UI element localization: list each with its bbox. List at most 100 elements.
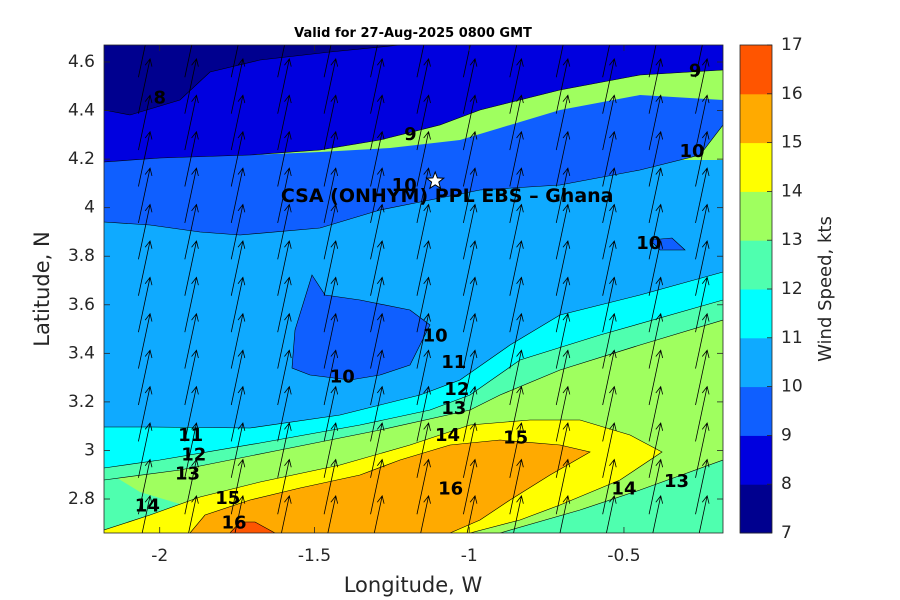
- wind-arrow: [602, 349, 617, 406]
- contour-label: 16: [221, 512, 246, 533]
- wind-arrow: [230, 94, 246, 151]
- wind-arrows: [138, 45, 710, 533]
- wind-arrow: [462, 130, 478, 187]
- y-tick-label: 4.6: [68, 52, 95, 72]
- wind-arrow: [230, 385, 246, 442]
- x-axis: -2 -1.5 -1 -0.5: [151, 45, 641, 566]
- wind-arrow: [420, 495, 431, 533]
- wind-arrow: [509, 203, 524, 260]
- wind-arrow: [370, 203, 385, 260]
- wind-arrow: [370, 240, 385, 296]
- y-tick-label: 3.6: [68, 295, 95, 315]
- colorbar-tick-label: 13: [781, 230, 803, 250]
- plot-frame: [103, 44, 724, 534]
- wind-arrow: [230, 240, 246, 296]
- wind-arrow: [138, 276, 153, 333]
- wind-arrow: [509, 312, 524, 369]
- y-axis-label: Latitude, N: [30, 231, 54, 347]
- colorbar-tick-label: 11: [781, 328, 803, 348]
- wind-arrow: [695, 94, 710, 151]
- region-7-8: [104, 45, 400, 115]
- wind-arrow: [277, 45, 285, 78]
- wind-arrow: [602, 45, 610, 78]
- contour-label: 10: [392, 175, 417, 196]
- wind-arrow: [648, 57, 664, 114]
- wind-arrow: [513, 495, 524, 533]
- contour-label: 13: [441, 398, 466, 419]
- x-axis-label: Longitude, W: [344, 573, 483, 597]
- wind-arrow: [695, 167, 710, 223]
- contour-label: 8: [153, 87, 166, 108]
- contour-line: [291, 274, 431, 381]
- wind-arrow: [555, 167, 571, 223]
- wind-arrow: [602, 167, 617, 223]
- wind-arrow: [370, 349, 385, 406]
- wind-arrow: [277, 458, 292, 515]
- wind-arrow: [509, 45, 518, 78]
- contour-label: 11: [178, 425, 203, 446]
- wind-arrow: [230, 276, 246, 333]
- wind-arrow: [416, 276, 431, 333]
- wind-arrow: [277, 203, 292, 260]
- contour-line: [104, 45, 401, 116]
- wind-arrow: [462, 458, 478, 515]
- wind-arrow: [462, 94, 478, 151]
- wind-arrow: [509, 276, 524, 333]
- wind-arrow: [327, 495, 339, 533]
- wind-arrow: [462, 422, 478, 478]
- wind-arrow: [184, 167, 199, 223]
- wind-arrow: [370, 422, 385, 478]
- wind-arrow: [698, 495, 710, 533]
- wind-arrow: [602, 57, 617, 114]
- region-8-9: [104, 45, 723, 162]
- colorbar-band: [740, 337, 772, 388]
- wind-arrow: [509, 94, 524, 151]
- wind-arrow: [184, 276, 199, 333]
- region-12-13: [104, 460, 723, 533]
- wind-arrow: [323, 57, 339, 114]
- colorbar-band: [740, 191, 772, 241]
- wind-arrow: [323, 276, 339, 333]
- contour-line: [189, 439, 591, 533]
- contour-line: [499, 459, 723, 533]
- contour-label: 16: [438, 478, 463, 499]
- wind-arrow: [184, 458, 199, 515]
- y-tick-label: 4.4: [68, 101, 95, 121]
- wind-arrow: [138, 130, 153, 187]
- wind-arrow: [323, 312, 339, 369]
- wind-arrow: [184, 45, 193, 78]
- x-tick-label: -2: [151, 546, 168, 566]
- colorbar-tick-label: 14: [781, 181, 803, 201]
- wind-arrow: [277, 349, 292, 406]
- station-marker: CSA (ONHYM) PPL EBS – Ghana: [281, 170, 613, 207]
- contour-label: 12: [181, 444, 206, 465]
- x-tick-label: -1.5: [298, 546, 331, 566]
- wind-arrow: [184, 385, 199, 442]
- wind-arrow: [509, 458, 524, 515]
- region-11-12: [104, 272, 723, 468]
- wind-arrow: [602, 312, 617, 369]
- wind-arrow: [138, 312, 153, 369]
- contour-line: [104, 69, 723, 163]
- wind-arrow: [602, 385, 617, 442]
- y-tick-label: 4.2: [68, 149, 95, 169]
- wind-arrow: [555, 276, 571, 333]
- wind-arrow: [695, 130, 710, 187]
- wind-arrow: [184, 240, 199, 296]
- wind-arrow: [370, 45, 378, 78]
- wind-arrow: [230, 203, 246, 260]
- contour-label: 12: [444, 379, 469, 400]
- y-tick-label: 3.4: [68, 343, 95, 363]
- wind-arrow: [695, 276, 710, 333]
- wind-arrow: [138, 422, 153, 478]
- colorbar-tick-label: 7: [781, 523, 792, 543]
- contour-label: 9: [689, 61, 702, 82]
- wind-arrow: [277, 130, 292, 187]
- wind-arrow: [555, 45, 564, 78]
- wind-arrow: [323, 349, 339, 406]
- contour-label: 10: [636, 233, 661, 254]
- wind-arrow: [281, 495, 292, 533]
- region-9-10-east: [650, 238, 685, 250]
- wind-arrow: [277, 276, 292, 333]
